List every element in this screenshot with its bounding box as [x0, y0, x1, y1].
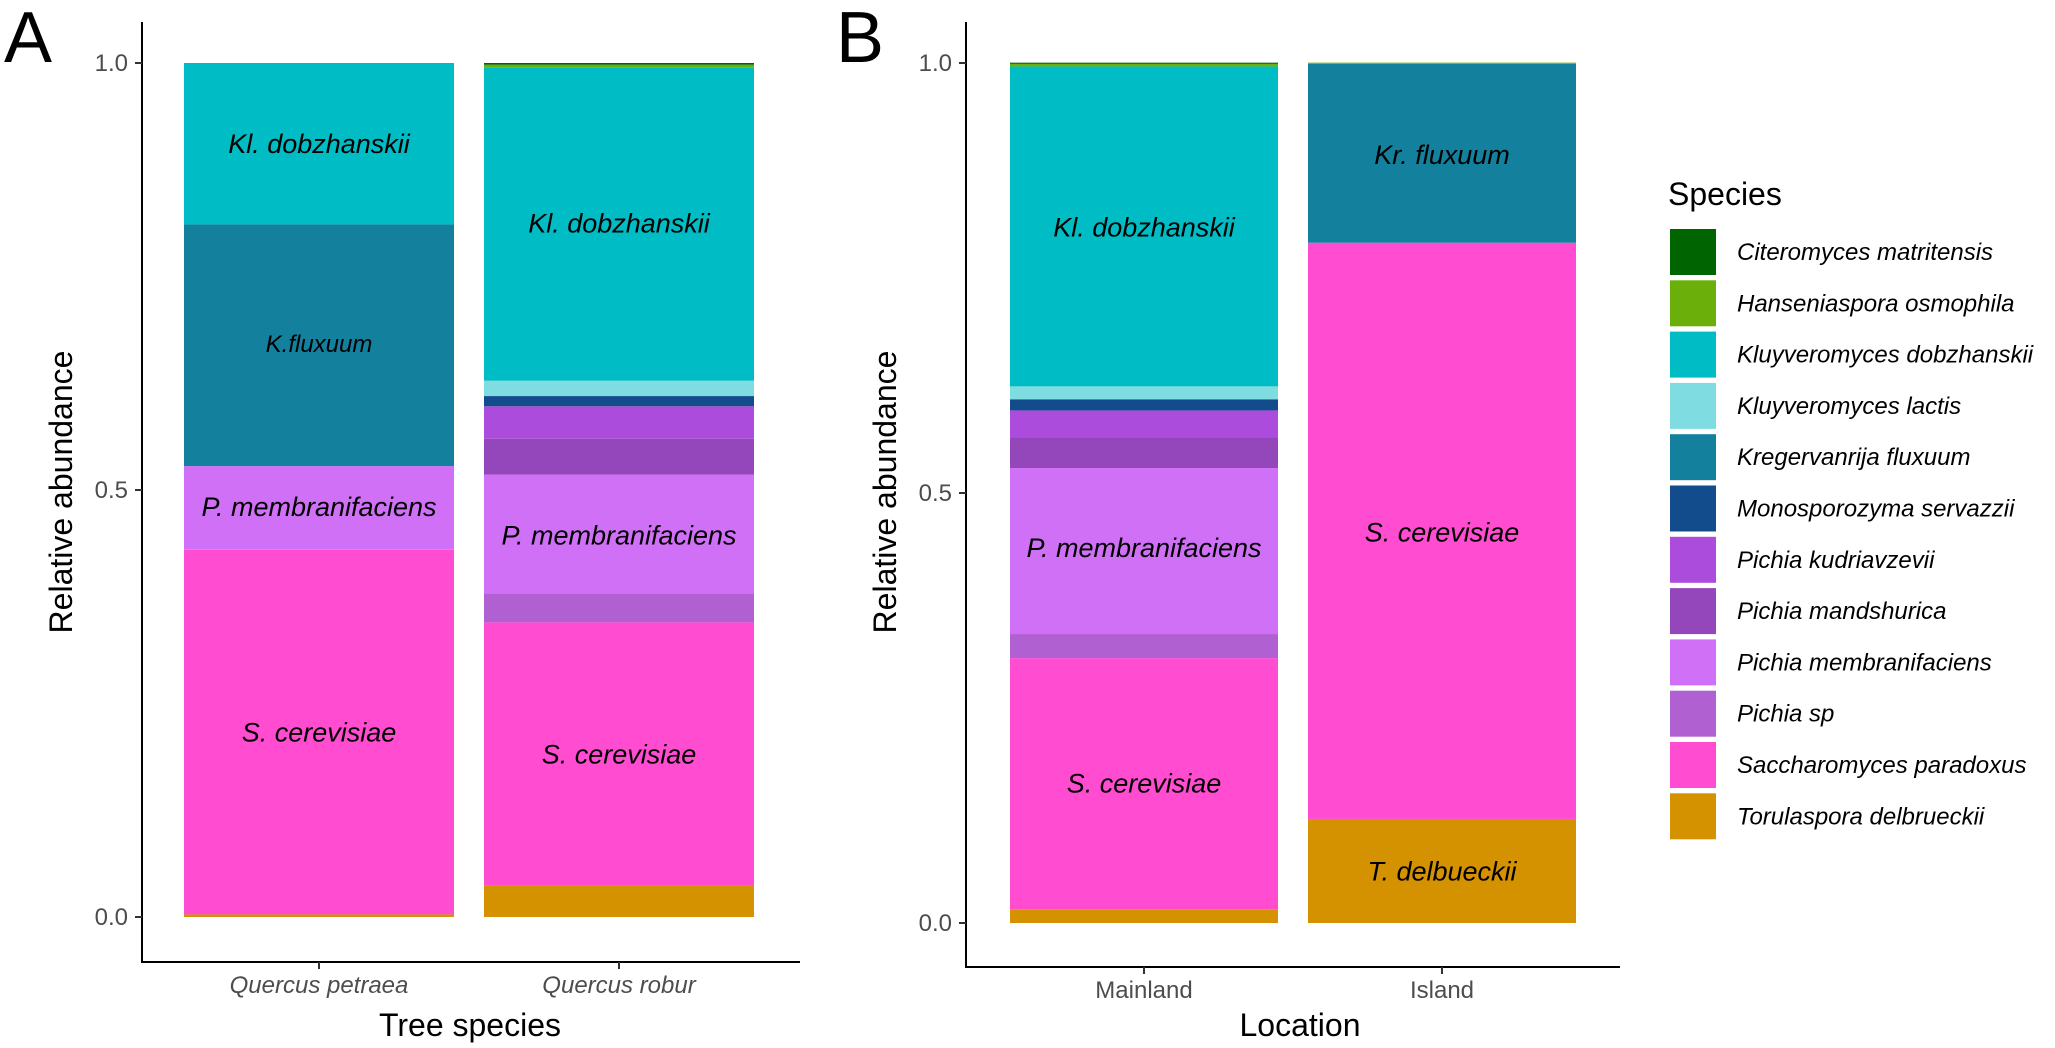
bar-segment-mainland-pichia-sp	[1010, 634, 1278, 659]
legend-swatch-kregervanrija-fluxuum	[1670, 434, 1716, 481]
legend-swatch-kluyveromyces-lactis	[1670, 382, 1716, 429]
legend-label-saccharomyces-paradoxus: Saccharomyces paradoxus	[1737, 752, 2026, 779]
x-tick-label: Mainland	[1095, 977, 1192, 1004]
legend-label-monosporozyma-servazzii: Monosporozyma servazzii	[1737, 496, 2015, 523]
segment-label: P. membranifaciens	[201, 492, 436, 522]
panel-a-letter: A	[4, 0, 52, 78]
legend-swatch-pichia-kudriavzevii	[1670, 536, 1716, 583]
y-tick-label: 0.0	[919, 910, 952, 937]
x-tick-label: Quercus robur	[542, 972, 696, 999]
bar-segment-quercus-robur-kluyveromyces-dobzhanskii	[484, 67, 754, 381]
legend-swatch-saccharomyces-paradoxus	[1670, 742, 1716, 788]
panel-b-letter: B	[836, 0, 884, 78]
bar-segment-quercus-petraea-pichia-membranifaciens	[184, 466, 454, 550]
legend-label-kregervanrija-fluxuum: Kregervanrija fluxuum	[1737, 444, 1970, 471]
panel-a-x-axis-title: Tree species	[379, 1007, 561, 1043]
segment-label: Kr. fluxuum	[1374, 140, 1510, 170]
panel-a-y-ticks: 0.0 0.5 1.0	[95, 50, 142, 931]
bar-segment-quercus-robur-torulaspora-delbrueckii	[484, 885, 754, 917]
bar-segment-mainland-torulaspora-delbrueckii	[1010, 909, 1278, 923]
legend-swatch-monosporozyma-servazzii	[1670, 485, 1716, 532]
panel-b-bars	[1010, 62, 1576, 923]
segment-label: Kl. dobzhanskii	[528, 209, 711, 239]
bar-segment-quercus-petraea-torulaspora-delbrueckii	[184, 914, 454, 917]
legend-swatch-kluyveromyces-dobzhanskii	[1670, 331, 1716, 378]
legend-label-kluyveromyces-dobzhanskii: Kluyveromyces dobzhanskii	[1737, 342, 2034, 369]
panel-b-x-axis-title: Location	[1240, 1007, 1361, 1043]
bar-segment-quercus-robur-pichia-sp	[484, 593, 754, 623]
panel-b-y-axis-title: Relative abundance	[867, 351, 903, 634]
bar-segment-quercus-robur-monosporozyma-servazzii	[484, 396, 754, 407]
legend: Species Citeromyces matritensis Hansenias…	[1668, 176, 2034, 840]
bar-segment-mainland-pichia-mandshurica	[1010, 437, 1278, 469]
bar-segment-quercus-robur-kluyveromyces-lactis	[484, 380, 754, 397]
legend-label-pichia-kudriavzevii: Pichia kudriavzevii	[1737, 547, 1935, 574]
bar-segment-quercus-petraea-kluyveromyces-dobzhanskii	[184, 63, 454, 225]
bar-segment-quercus-robur-saccharomyces-paradoxus	[484, 622, 754, 886]
legend-label-kluyveromyces-lactis: Kluyveromyces lactis	[1737, 393, 1961, 420]
bar-segment-mainland-citeromyces-matritensis	[1010, 62, 1278, 64]
panel-a-bars	[184, 63, 754, 917]
panel-a: A Kl. dobzhanskii K.fluxuum P. membranifac…	[4, 0, 800, 1043]
bar-segment-quercus-robur-hanseniaspora-osmophila	[484, 64, 754, 68]
panel-a-y-axis-title: Relative abundance	[43, 351, 79, 634]
segment-label: P. membranifaciens	[501, 520, 736, 550]
segment-label: T. delbueckii	[1367, 856, 1517, 886]
legend-swatch-pichia-mandshurica	[1670, 588, 1716, 635]
bar-segment-mainland-kluyveromyces-lactis	[1010, 386, 1278, 400]
bar-segment-island-torulaspora-delbrueckii	[1308, 818, 1576, 923]
bar-segment-mainland-hanseniaspora-osmophila	[1010, 63, 1278, 67]
segment-label: S. cerevisiae	[242, 718, 397, 748]
legend-label-pichia-sp: Pichia sp	[1737, 701, 1834, 728]
bar-segment-quercus-robur-pichia-membranifaciens	[484, 474, 754, 594]
bar-segment-mainland-saccharomyces-paradoxus	[1010, 658, 1278, 910]
y-tick-label: 1.0	[95, 50, 128, 77]
y-tick-label: 0.5	[95, 477, 128, 504]
legend-label-hanseniaspora-osmophila: Hanseniaspora osmophila	[1737, 290, 2015, 317]
segment-label: S. cerevisiae	[1365, 518, 1520, 548]
bar-segment-island-kregervanrija-fluxuum	[1308, 63, 1576, 243]
panel-b-x-ticks: Mainland Island	[1095, 967, 1474, 1004]
panel-a-x-ticks: Quercus petraea Quercus robur	[230, 962, 697, 999]
bar-segment-quercus-robur-pichia-mandshurica	[484, 438, 754, 475]
panel-a-annotations: Kl. dobzhanskii K.fluxuum P. membranifacie…	[201, 129, 736, 770]
panel-b-annotations: Kl. dobzhanskii P. membranifaciens S. cere…	[1026, 140, 1519, 886]
legend-swatch-pichia-sp	[1670, 690, 1716, 737]
legend-swatch-citeromyces-matritensis	[1670, 229, 1716, 275]
y-tick-label: 1.0	[919, 50, 952, 77]
legend-swatch-torulaspora-delbrueckii	[1670, 793, 1716, 840]
y-tick-label: 0.0	[95, 904, 128, 931]
bar-segment-quercus-petraea-kregervanrija-fluxuum	[184, 224, 454, 467]
bar-segment-mainland-pichia-kudriavzevii	[1010, 410, 1278, 438]
bar-segment-island-saccharomyces-paradoxus	[1308, 242, 1576, 819]
segment-label: Kl. dobzhanskii	[228, 129, 411, 159]
bar-segment-quercus-robur-pichia-kudriavzevii	[484, 406, 754, 439]
bar-segment-mainland-pichia-membranifaciens	[1010, 468, 1278, 635]
y-tick-label: 0.5	[919, 480, 952, 507]
legend-label-pichia-mandshurica: Pichia mandshurica	[1737, 598, 1946, 625]
bar-segment-mainland-monosporozyma-servazzii	[1010, 399, 1278, 411]
segment-label: K.fluxuum	[266, 331, 373, 358]
legend-swatch-pichia-membranifaciens	[1670, 639, 1716, 686]
bar-segment-quercus-robur-citeromyces-matritensis	[484, 63, 754, 65]
legend-label-pichia-membranifaciens: Pichia membranifaciens	[1737, 649, 1992, 676]
legend-swatch-hanseniaspora-osmophila	[1670, 280, 1716, 327]
segment-label: S. cerevisiae	[1067, 769, 1222, 799]
x-tick-label: Island	[1410, 977, 1474, 1004]
legend-items: Citeromyces matritensis Hanseniaspora osm…	[1670, 229, 2034, 840]
segment-label: P. membranifaciens	[1026, 533, 1261, 563]
bar-segment-mainland-kluyveromyces-dobzhanskii	[1010, 66, 1278, 387]
x-tick-label: Quercus petraea	[230, 972, 409, 999]
legend-label-citeromyces-matritensis: Citeromyces matritensis	[1737, 239, 1993, 266]
legend-label-torulaspora-delbrueckii: Torulaspora delbrueckii	[1737, 803, 1985, 830]
bar-segment-quercus-petraea-saccharomyces-paradoxus	[184, 549, 454, 915]
panel-b: B Kl. dobzhanskii P. membranifaciens S. ce…	[836, 0, 1620, 1043]
segment-label: Kl. dobzhanskii	[1053, 212, 1236, 242]
bar-segment-island-hanseniaspora-osmophila	[1308, 62, 1576, 64]
panel-b-y-ticks: 0.0 0.5 1.0	[919, 50, 966, 937]
segment-label: S. cerevisiae	[542, 740, 697, 770]
legend-title: Species	[1668, 176, 1782, 212]
